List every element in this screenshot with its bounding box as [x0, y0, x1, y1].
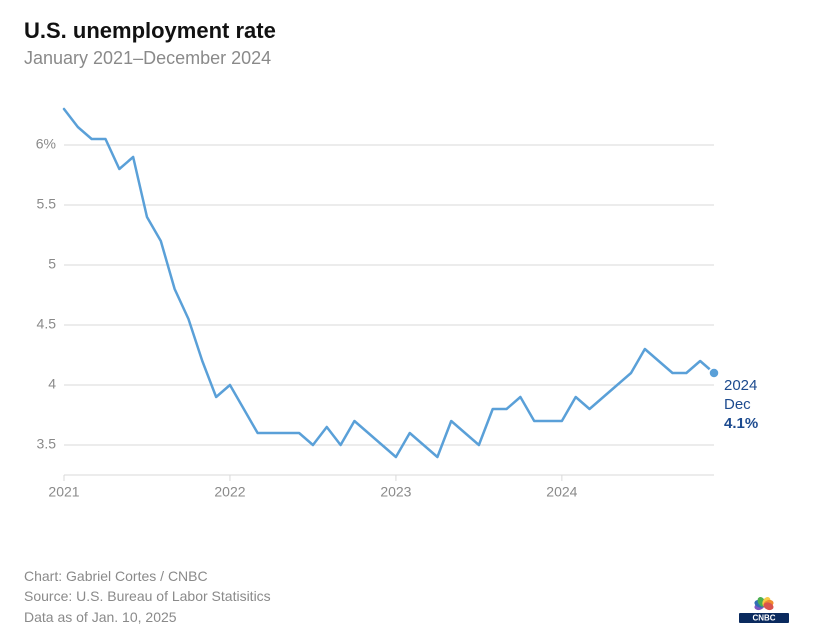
svg-text:3.5: 3.5: [37, 436, 57, 452]
svg-text:2024: 2024: [546, 484, 577, 500]
chart-footer: Chart: Gabriel Cortes / CNBC Source: U.S…: [24, 566, 271, 627]
svg-text:6%: 6%: [36, 136, 56, 152]
svg-text:4: 4: [48, 376, 56, 392]
svg-text:4.5: 4.5: [37, 316, 57, 332]
plot-area: 3.5 4 4.5 5 5.5 6% 2021 2022 2023 2024 2024 Dec 4…: [24, 87, 784, 507]
svg-text:2023: 2023: [380, 484, 411, 500]
svg-text:5.5: 5.5: [37, 196, 57, 212]
endpoint-value: 4.1%: [724, 415, 758, 434]
svg-text:2022: 2022: [214, 484, 245, 500]
cnbc-logo-svg: CNBC: [739, 591, 789, 623]
footer-asof: Data as of Jan. 10, 2025: [24, 607, 271, 627]
svg-text:2021: 2021: [48, 484, 79, 500]
chart-container: U.S. unemployment rate January 2021–Dece…: [0, 0, 817, 643]
chart-title: U.S. unemployment rate: [24, 18, 793, 44]
endpoint-year: 2024: [724, 377, 758, 396]
line-chart-svg: 3.5 4 4.5 5 5.5 6% 2021 2022 2023 2024: [24, 87, 784, 507]
endpoint-month: Dec: [724, 396, 758, 415]
chart-subtitle: January 2021–December 2024: [24, 48, 793, 69]
cnbc-logo: CNBC: [739, 591, 789, 623]
footer-source: Source: U.S. Bureau of Labor Statisitics: [24, 586, 271, 606]
svg-text:CNBC: CNBC: [752, 614, 775, 623]
footer-credit: Chart: Gabriel Cortes / CNBC: [24, 566, 271, 586]
endpoint-callout: 2024 Dec 4.1%: [724, 377, 758, 433]
svg-text:5: 5: [48, 256, 56, 272]
